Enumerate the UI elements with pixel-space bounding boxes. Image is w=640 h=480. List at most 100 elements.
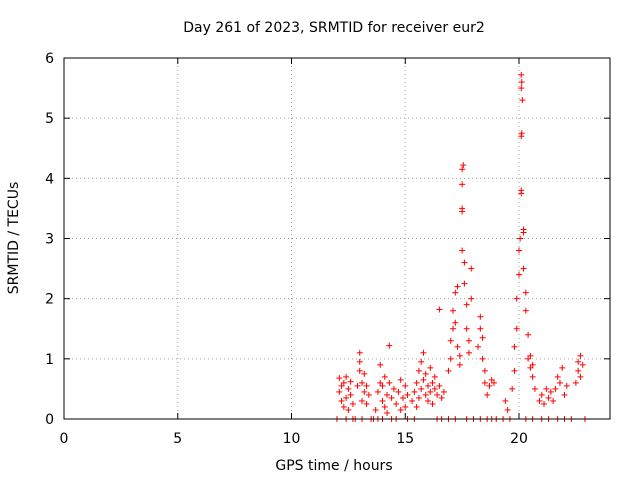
data-point <box>516 247 522 254</box>
data-point <box>340 403 347 410</box>
data-point <box>538 391 545 398</box>
data-point <box>572 379 579 386</box>
data-point <box>418 385 425 392</box>
data-point <box>354 382 361 389</box>
data-point <box>359 397 366 404</box>
data-point <box>343 394 350 401</box>
data-point <box>517 235 524 242</box>
data-point <box>481 367 488 374</box>
data-point <box>338 382 345 389</box>
data-point <box>393 400 400 407</box>
data-point <box>518 79 525 86</box>
data-point <box>459 247 466 254</box>
data-point <box>488 376 495 383</box>
data-point <box>356 358 363 365</box>
data-point <box>511 367 518 374</box>
data-point <box>577 352 584 359</box>
data-point <box>459 166 466 173</box>
y-tick-label: 4 <box>45 171 54 187</box>
data-point <box>516 271 522 278</box>
data-point <box>454 283 461 290</box>
data-point <box>522 289 529 296</box>
data-point <box>519 97 526 104</box>
data-point <box>415 394 422 401</box>
data-point <box>436 306 443 313</box>
data-point <box>431 385 438 392</box>
data-point <box>447 355 454 362</box>
data-point <box>402 403 409 410</box>
y-tick-label: 0 <box>45 412 54 428</box>
data-point <box>386 342 393 349</box>
data-point <box>554 373 561 380</box>
data-point <box>575 367 582 374</box>
data-point <box>463 301 470 308</box>
data-point <box>418 358 425 365</box>
x-tick-label: 10 <box>283 431 301 447</box>
data-point <box>556 379 563 386</box>
data-point <box>452 289 459 296</box>
data-point <box>415 367 422 374</box>
data-point <box>345 385 352 392</box>
data-point <box>518 71 525 78</box>
data-point <box>490 379 497 386</box>
data-point <box>477 313 484 320</box>
data-point <box>431 373 438 380</box>
data-point <box>450 325 457 332</box>
points-layer <box>334 71 588 422</box>
data-point <box>381 373 388 380</box>
data-point <box>522 307 529 314</box>
data-point <box>552 385 559 392</box>
data-point <box>541 400 548 407</box>
data-point <box>420 349 427 356</box>
x-tick-label: 20 <box>510 431 528 447</box>
data-point <box>452 319 459 326</box>
data-point <box>465 349 472 356</box>
data-point <box>518 130 525 137</box>
data-point <box>363 382 370 389</box>
data-point <box>425 382 431 389</box>
data-point <box>413 403 420 410</box>
data-point <box>481 379 488 386</box>
data-point <box>347 378 354 385</box>
data-point <box>427 388 434 395</box>
data-point <box>336 388 343 395</box>
data-point <box>527 352 534 359</box>
data-point <box>420 376 427 383</box>
data-point <box>381 403 388 410</box>
data-point <box>520 229 527 236</box>
data-point <box>529 373 536 380</box>
data-point <box>379 382 386 389</box>
data-point <box>550 397 557 404</box>
data-point <box>388 394 395 401</box>
data-point <box>543 385 550 392</box>
data-point <box>461 280 468 287</box>
data-point <box>436 382 443 389</box>
data-point <box>347 391 354 398</box>
data-point <box>459 181 466 188</box>
data-point <box>422 391 429 398</box>
y-axis-label: SRMTID / TECUs <box>6 182 22 295</box>
data-point <box>525 355 532 362</box>
data-point <box>563 382 570 389</box>
data-point <box>429 379 436 386</box>
data-point <box>561 391 568 398</box>
data-point <box>456 352 463 359</box>
data-point <box>349 400 356 407</box>
data-point <box>459 208 466 215</box>
y-tick-label: 2 <box>45 292 54 308</box>
data-point <box>531 385 538 392</box>
data-point <box>372 406 379 413</box>
data-point <box>518 190 525 197</box>
data-point <box>575 358 582 365</box>
data-point <box>390 385 397 392</box>
data-point <box>484 391 491 398</box>
data-point <box>384 391 391 398</box>
data-point <box>377 361 384 368</box>
data-point <box>356 367 363 374</box>
data-point <box>374 388 381 395</box>
data-point <box>525 331 532 338</box>
x-axis-label: GPS time / hours <box>275 458 392 474</box>
data-point <box>434 391 441 398</box>
data-point <box>343 373 350 380</box>
data-point <box>475 343 482 350</box>
